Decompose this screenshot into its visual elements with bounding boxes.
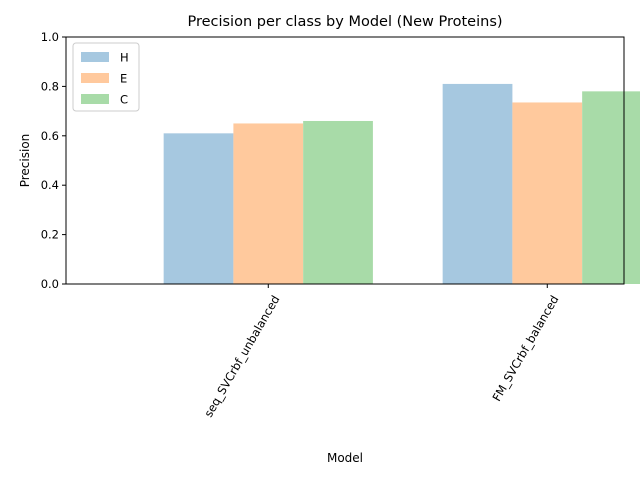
- y-tick-label: 0.4: [41, 178, 59, 192]
- legend-label-C: C: [120, 93, 128, 107]
- bar-E-1: [512, 102, 583, 284]
- x-tick-label: FM_SVCrbf_balanced: [489, 293, 561, 404]
- legend-swatch-H: [81, 52, 109, 62]
- bars-group: [163, 83, 640, 285]
- bar-C-1: [582, 91, 640, 284]
- legend-label-H: H: [120, 51, 129, 65]
- bar-H-1: [442, 83, 513, 285]
- bar-H-0: [163, 133, 234, 284]
- legend-label-E: E: [120, 72, 127, 86]
- x-axis: seq_SVCrbf_unbalanced FM_SVCrbf_balanced: [201, 284, 561, 420]
- y-axis: 0.0 0.2 0.4 0.6 0.8 1.0: [41, 30, 66, 291]
- legend-swatch-C: [81, 94, 109, 104]
- legend: HEC: [72, 42, 140, 112]
- y-axis-label: Precision: [18, 134, 32, 188]
- x-tick-label: seq_SVCrbf_unbalanced: [201, 293, 282, 420]
- plot-frame: [65, 36, 625, 285]
- y-tick-label: 0.6: [41, 129, 59, 143]
- y-tick-label: 0.0: [41, 277, 59, 291]
- bar-C-0: [303, 120, 373, 284]
- y-tick-label: 0.8: [41, 79, 59, 93]
- bar-E-0: [233, 123, 304, 284]
- chart-title: Precision per class by Model (New Protei…: [187, 14, 502, 30]
- y-tick-label: 0.2: [41, 228, 59, 242]
- y-tick-label: 1.0: [41, 30, 59, 44]
- x-axis-label: Model: [327, 451, 363, 465]
- legend-swatch-E: [81, 73, 109, 83]
